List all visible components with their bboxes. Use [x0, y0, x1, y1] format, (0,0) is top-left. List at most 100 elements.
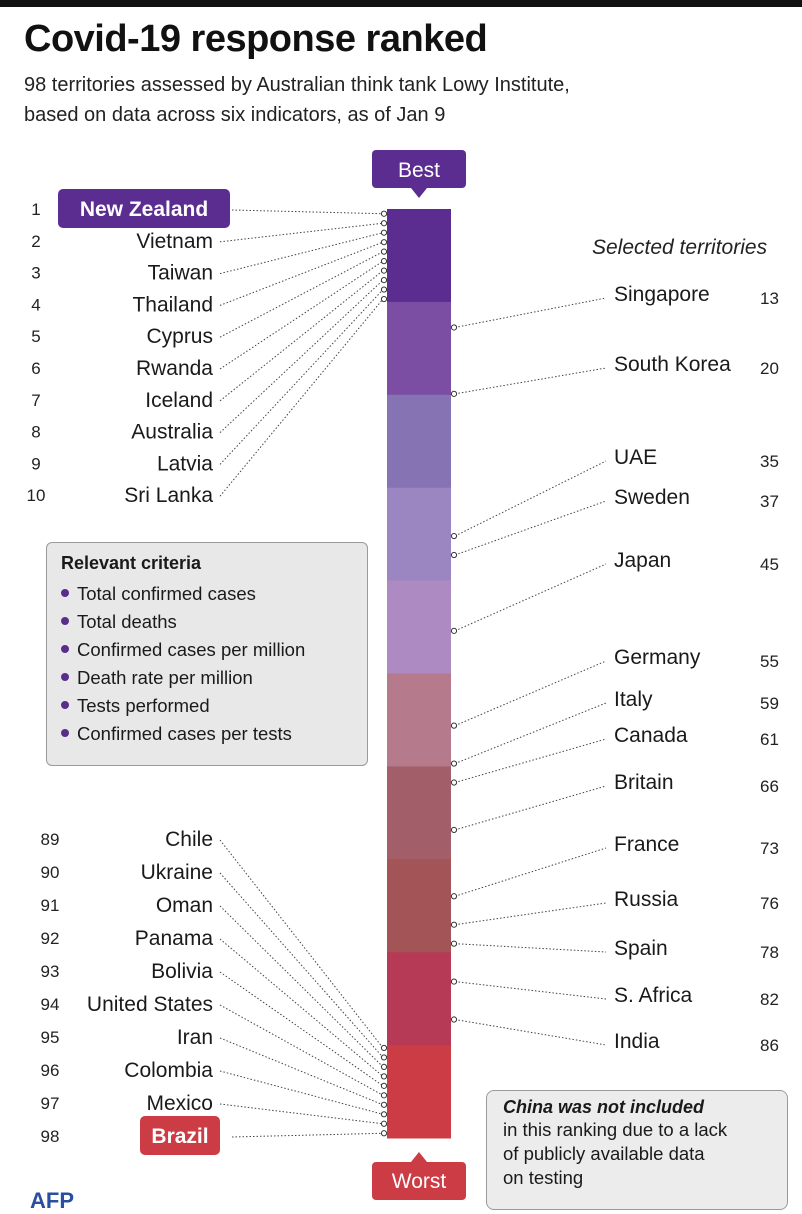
bottom-highlight-bg: [140, 1116, 220, 1155]
selected-territory-45: Japan: [614, 549, 671, 572]
bottom-leader-91: [219, 905, 384, 1068]
top-marker-1: [380, 210, 388, 217]
selected-marker-20: [450, 390, 458, 397]
top-leader-3: [219, 232, 384, 275]
bottom-marker-96: [380, 1111, 388, 1118]
top-territory-8: Australia: [131, 421, 213, 444]
criteria-item-label: Tests performed: [77, 695, 210, 716]
selected-territories-title: Selected territories: [592, 236, 768, 259]
top-marker-5: [380, 248, 388, 255]
selected-leader-76: [454, 902, 607, 926]
selected-rank-73: 73: [760, 839, 779, 858]
selected-marker-35: [450, 532, 458, 540]
selected-rank-82: 82: [760, 990, 779, 1009]
criteria-title: Relevant criteria: [61, 553, 202, 573]
selected-territory-78: Spain: [614, 937, 668, 960]
selected-leader-61: [454, 738, 607, 783]
subtitle-line-2: based on data across six indicators, as …: [24, 104, 446, 126]
criteria-item: Total deaths: [61, 608, 353, 636]
top-rank-6: 6: [31, 359, 40, 378]
top-marker-4: [380, 239, 388, 246]
top-rank-7: 7: [31, 391, 40, 410]
bottom-marker-93: [380, 1082, 388, 1089]
bullet-icon: [61, 701, 69, 710]
selected-territory-86: India: [614, 1030, 660, 1053]
selected-marker-13: [450, 324, 458, 331]
scale-segment-1: [387, 209, 451, 303]
criteria-item: Total confirmed cases: [61, 580, 353, 608]
bullet-icon: [61, 645, 69, 654]
subtitle-line-1: 98 territories assessed by Australian th…: [24, 74, 570, 96]
top-highlight-bg: [58, 189, 230, 228]
selected-territory-37: Sweden: [614, 486, 690, 509]
top-territory-4: Thailand: [132, 293, 213, 316]
selected-marker-45: [450, 627, 458, 634]
bottom-territory-93: Bolivia: [151, 960, 213, 983]
selected-territory-82: S. Africa: [614, 984, 693, 1007]
top-rule: [0, 0, 802, 7]
scale-segment-6: [387, 673, 451, 767]
selected-rank-35: 35: [760, 452, 779, 471]
top-territory-1: New Zealand: [80, 198, 208, 221]
bottom-marker-97: [380, 1120, 388, 1127]
selected-leader-73: [454, 847, 607, 897]
bottom-marker-89: [380, 1044, 388, 1052]
top-territory-5: Cyprus: [146, 325, 213, 348]
bottom-territory-91: Oman: [156, 894, 213, 917]
page-title: Covid-19 response ranked: [24, 18, 488, 60]
top-marker-3: [380, 229, 388, 236]
top-leader-7: [219, 270, 384, 402]
bottom-territory-90: Ukraine: [141, 861, 213, 884]
top-rank-5: 5: [31, 327, 40, 346]
bottom-rank-97: 97: [41, 1094, 60, 1113]
note-line: in this ranking due to a lack: [503, 1119, 728, 1140]
selected-territory-66: Britain: [614, 771, 674, 794]
bullet-icon: [61, 589, 69, 598]
selected-leader-82: [454, 981, 607, 1000]
selected-marker-78: [450, 940, 458, 947]
bottom-territory-92: Panama: [135, 927, 214, 950]
bottom-leader-89: [219, 839, 384, 1049]
top-territory-9: Latvia: [157, 452, 213, 475]
scale-segment-10: [387, 1045, 451, 1139]
scale-segment-5: [387, 580, 451, 674]
criteria-item: Confirmed cases per tests: [61, 720, 353, 748]
top-marker-6: [380, 258, 388, 265]
selected-marker-86: [450, 1016, 458, 1023]
note-box: China was not included in this ranking d…: [486, 1090, 788, 1210]
top-marker-7: [380, 267, 388, 274]
afp-logo: AFP: [30, 1188, 74, 1213]
bullet-icon: [61, 729, 69, 738]
selected-marker-37: [450, 551, 458, 559]
top-leader-4: [219, 241, 384, 306]
bottom-rank-94: 94: [41, 995, 60, 1014]
selected-leader-66: [454, 785, 607, 831]
bottom-rank-93: 93: [41, 962, 60, 981]
bottom-marker-92: [380, 1073, 388, 1080]
top-marker-8: [380, 276, 388, 284]
selected-rank-61: 61: [760, 730, 779, 749]
worst-label: Worst: [392, 1170, 447, 1193]
top-rank-8: 8: [31, 423, 40, 442]
best-tag-bg: [372, 150, 466, 188]
best-label: Best: [398, 159, 440, 182]
selected-leader-20: [454, 367, 607, 395]
selected-leader-59: [454, 702, 607, 765]
top-territory-2: Vietnam: [136, 230, 213, 253]
bottom-marker-90: [380, 1054, 388, 1061]
bottom-leader-97: [219, 1103, 384, 1125]
selected-marker-61: [450, 779, 458, 786]
bottom-territory-89: Chile: [165, 828, 213, 851]
selected-rank-76: 76: [760, 894, 779, 913]
bottom-marker-95: [380, 1101, 388, 1108]
selected-rank-66: 66: [760, 777, 779, 796]
top-rank-3: 3: [31, 264, 40, 283]
selected-rank-37: 37: [760, 492, 779, 511]
top-leader-8: [219, 279, 384, 433]
top-rank-10: 10: [27, 486, 46, 505]
top-rank-1: 1: [31, 200, 40, 219]
criteria-item-label: Confirmed cases per tests: [77, 723, 292, 744]
bottom-marker-98: [380, 1130, 388, 1137]
bottom-rank-96: 96: [41, 1061, 60, 1080]
selected-marker-59: [450, 760, 458, 767]
